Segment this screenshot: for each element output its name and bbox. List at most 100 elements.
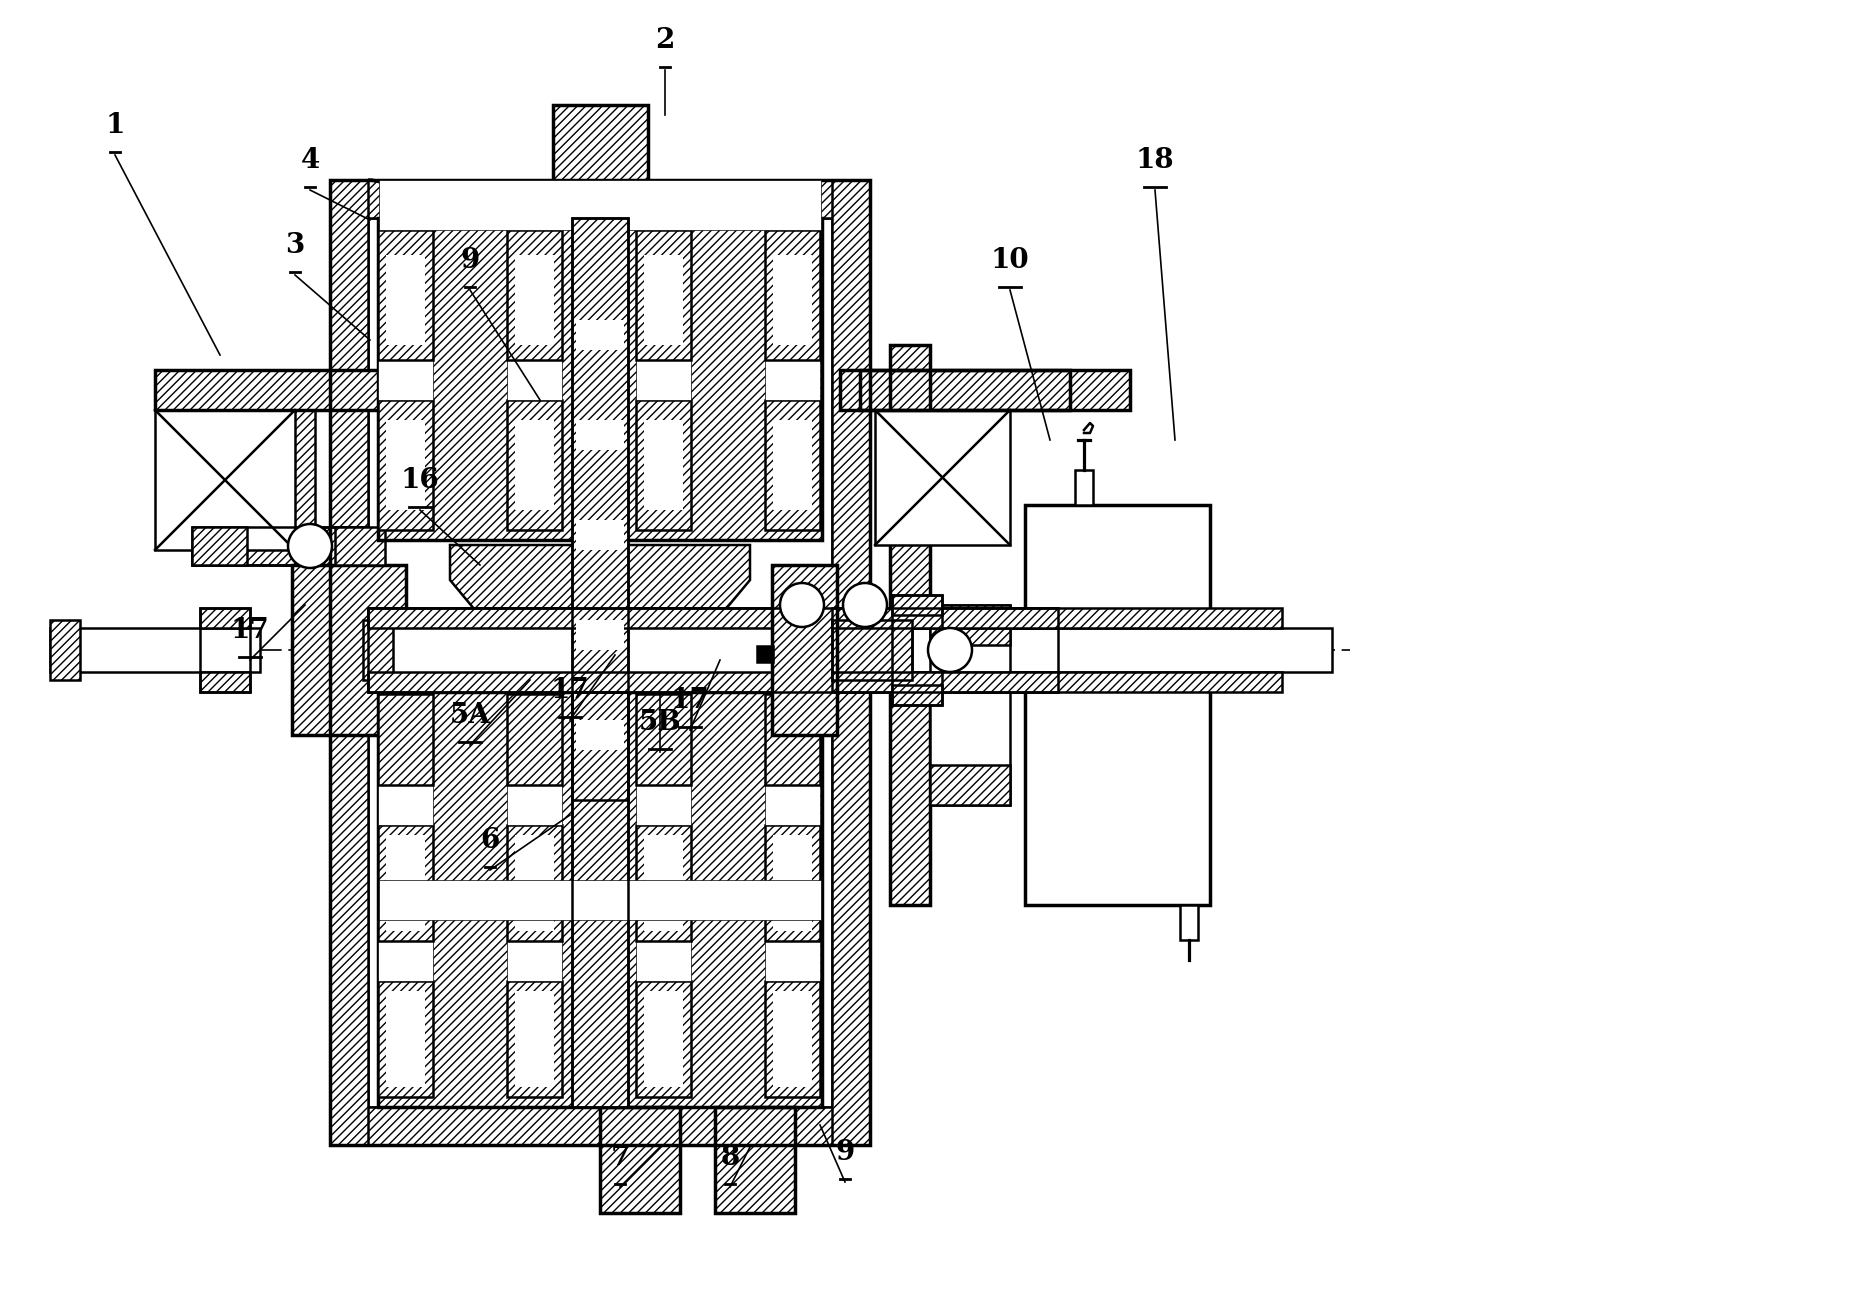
Text: 8: 8	[720, 1144, 739, 1171]
Bar	[330, 1108, 870, 1145]
Bar	[772, 835, 812, 931]
Bar	[201, 608, 249, 692]
Bar	[891, 344, 930, 905]
Bar	[368, 672, 1058, 692]
Bar	[553, 105, 649, 218]
Bar	[572, 692, 628, 1108]
Bar	[636, 400, 692, 530]
Bar	[201, 672, 249, 692]
Bar	[330, 179, 368, 1145]
Bar	[636, 826, 692, 941]
Bar	[765, 360, 819, 400]
Bar	[364, 620, 394, 680]
Bar	[765, 785, 819, 826]
Bar	[506, 230, 562, 360]
Bar	[379, 360, 433, 400]
Bar	[270, 410, 315, 566]
Bar	[368, 608, 1031, 692]
Bar	[636, 360, 692, 400]
Bar	[861, 370, 1131, 410]
Text: 9: 9	[836, 1139, 855, 1166]
Bar	[892, 685, 941, 705]
Bar	[379, 880, 821, 920]
Bar	[191, 526, 368, 566]
Bar	[386, 991, 426, 1087]
Bar	[330, 179, 870, 218]
Bar	[643, 835, 682, 931]
Bar	[386, 255, 426, 344]
Bar	[506, 826, 562, 941]
Bar	[51, 628, 261, 672]
Bar	[156, 410, 294, 550]
Bar	[379, 982, 433, 1097]
Text: 3: 3	[285, 231, 304, 259]
Bar	[51, 620, 81, 680]
Bar	[772, 991, 812, 1087]
Bar	[892, 595, 941, 705]
Bar	[876, 410, 1011, 545]
Text: 16: 16	[401, 467, 439, 494]
Bar	[191, 526, 248, 566]
Bar	[840, 370, 1071, 410]
Bar	[772, 420, 812, 510]
Bar	[156, 370, 384, 410]
Bar	[1026, 504, 1209, 905]
Bar	[636, 941, 692, 982]
Bar	[292, 566, 407, 734]
Bar	[386, 835, 426, 931]
Text: 18: 18	[1136, 147, 1174, 174]
Bar	[516, 420, 553, 510]
Bar	[572, 218, 628, 799]
Bar	[576, 520, 624, 550]
Bar	[516, 255, 553, 344]
Bar	[832, 179, 870, 1145]
Bar	[379, 692, 821, 1108]
Bar	[576, 320, 624, 350]
Bar	[840, 370, 1071, 410]
Bar	[643, 420, 682, 510]
Bar	[832, 628, 1331, 672]
Bar	[772, 255, 812, 344]
Bar	[772, 566, 836, 734]
Bar	[51, 638, 201, 662]
Bar	[643, 255, 682, 344]
Bar	[600, 1108, 681, 1213]
Bar	[714, 1108, 795, 1213]
Bar	[576, 720, 624, 750]
Bar	[861, 370, 1131, 410]
Bar	[930, 604, 1011, 645]
Bar	[636, 982, 692, 1097]
Text: 9: 9	[461, 247, 480, 274]
Bar	[379, 694, 433, 785]
Bar	[379, 179, 821, 230]
Text: 10: 10	[990, 247, 1029, 274]
Bar	[368, 608, 1058, 692]
Bar	[930, 604, 1011, 805]
Bar	[832, 620, 911, 680]
Bar	[379, 230, 433, 360]
Bar	[379, 826, 433, 941]
Bar	[368, 608, 1058, 628]
Bar	[156, 370, 384, 410]
Text: 17: 17	[551, 677, 589, 705]
Bar	[832, 672, 1282, 692]
Bar	[516, 835, 553, 931]
Bar	[758, 646, 772, 662]
Text: 1: 1	[105, 112, 124, 139]
Bar	[832, 608, 1282, 628]
Bar	[506, 982, 562, 1097]
Circle shape	[780, 582, 823, 627]
Circle shape	[844, 582, 887, 627]
Bar	[386, 420, 426, 510]
Bar	[643, 991, 682, 1087]
Text: 7: 7	[611, 1144, 630, 1171]
Bar	[765, 400, 819, 530]
Bar	[506, 941, 562, 982]
Bar	[201, 608, 249, 628]
Bar	[379, 218, 821, 540]
Bar	[636, 785, 692, 826]
Bar	[714, 1108, 795, 1213]
Bar	[336, 526, 384, 566]
Text: 17: 17	[671, 686, 709, 714]
Bar	[1074, 471, 1093, 504]
